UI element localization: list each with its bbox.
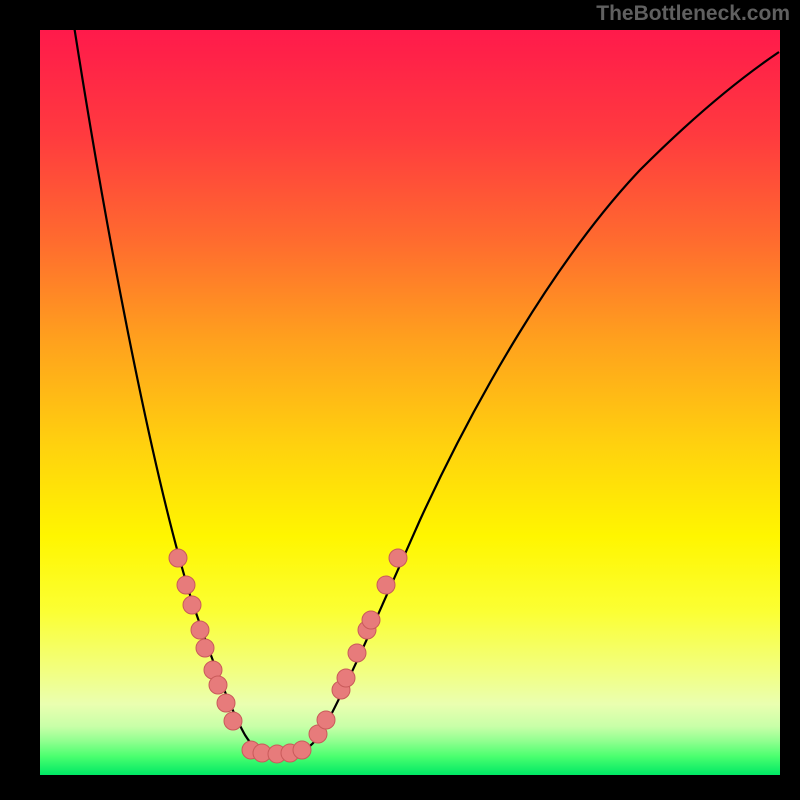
data-marker [224,712,242,730]
data-marker [209,676,227,694]
chart-svg [0,0,800,800]
data-marker [169,549,187,567]
bottleneck-curve [295,52,779,752]
data-marker [191,621,209,639]
data-marker [293,741,311,759]
data-marker [177,576,195,594]
data-marker [196,639,214,657]
data-marker [377,576,395,594]
data-marker [183,596,201,614]
bottleneck-curve [70,0,295,752]
data-marker [337,669,355,687]
watermark-text: TheBottleneck.com [596,2,790,26]
data-marker [362,611,380,629]
data-marker [317,711,335,729]
data-marker [348,644,366,662]
data-marker [217,694,235,712]
canvas: TheBottleneck.com [0,0,800,800]
data-marker [389,549,407,567]
